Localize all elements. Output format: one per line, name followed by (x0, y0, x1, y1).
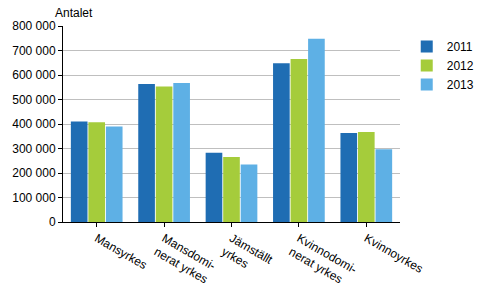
svg-text:400 000: 400 000 (12, 117, 56, 131)
svg-text:0: 0 (49, 215, 56, 229)
svg-text:200 000: 200 000 (12, 166, 56, 180)
svg-text:100 000: 100 000 (12, 191, 56, 205)
svg-text:600 000: 600 000 (12, 68, 56, 82)
svg-text:2011: 2011 (447, 40, 473, 54)
svg-text:800 000: 800 000 (12, 19, 56, 33)
svg-text:Kvinnodomi-nerat yrkes: Kvinnodomi-nerat yrkes (287, 231, 360, 290)
svg-text:Antalet: Antalet (55, 6, 93, 20)
svg-text:Kvinnoyrkes: Kvinnoyrkes (362, 231, 426, 276)
svg-text:Jämställtyrkes: Jämställtyrkes (219, 231, 275, 281)
svg-text:Mansdomi-nerat yrkes: Mansdomi-nerat yrkes (152, 231, 218, 286)
svg-text:500 000: 500 000 (12, 93, 56, 107)
svg-text:2012: 2012 (447, 59, 474, 73)
svg-text:2013: 2013 (447, 78, 474, 92)
svg-text:700 000: 700 000 (12, 44, 56, 58)
svg-text:Mansyrkes: Mansyrkes (92, 231, 149, 272)
svg-text:300 000: 300 000 (12, 142, 56, 156)
